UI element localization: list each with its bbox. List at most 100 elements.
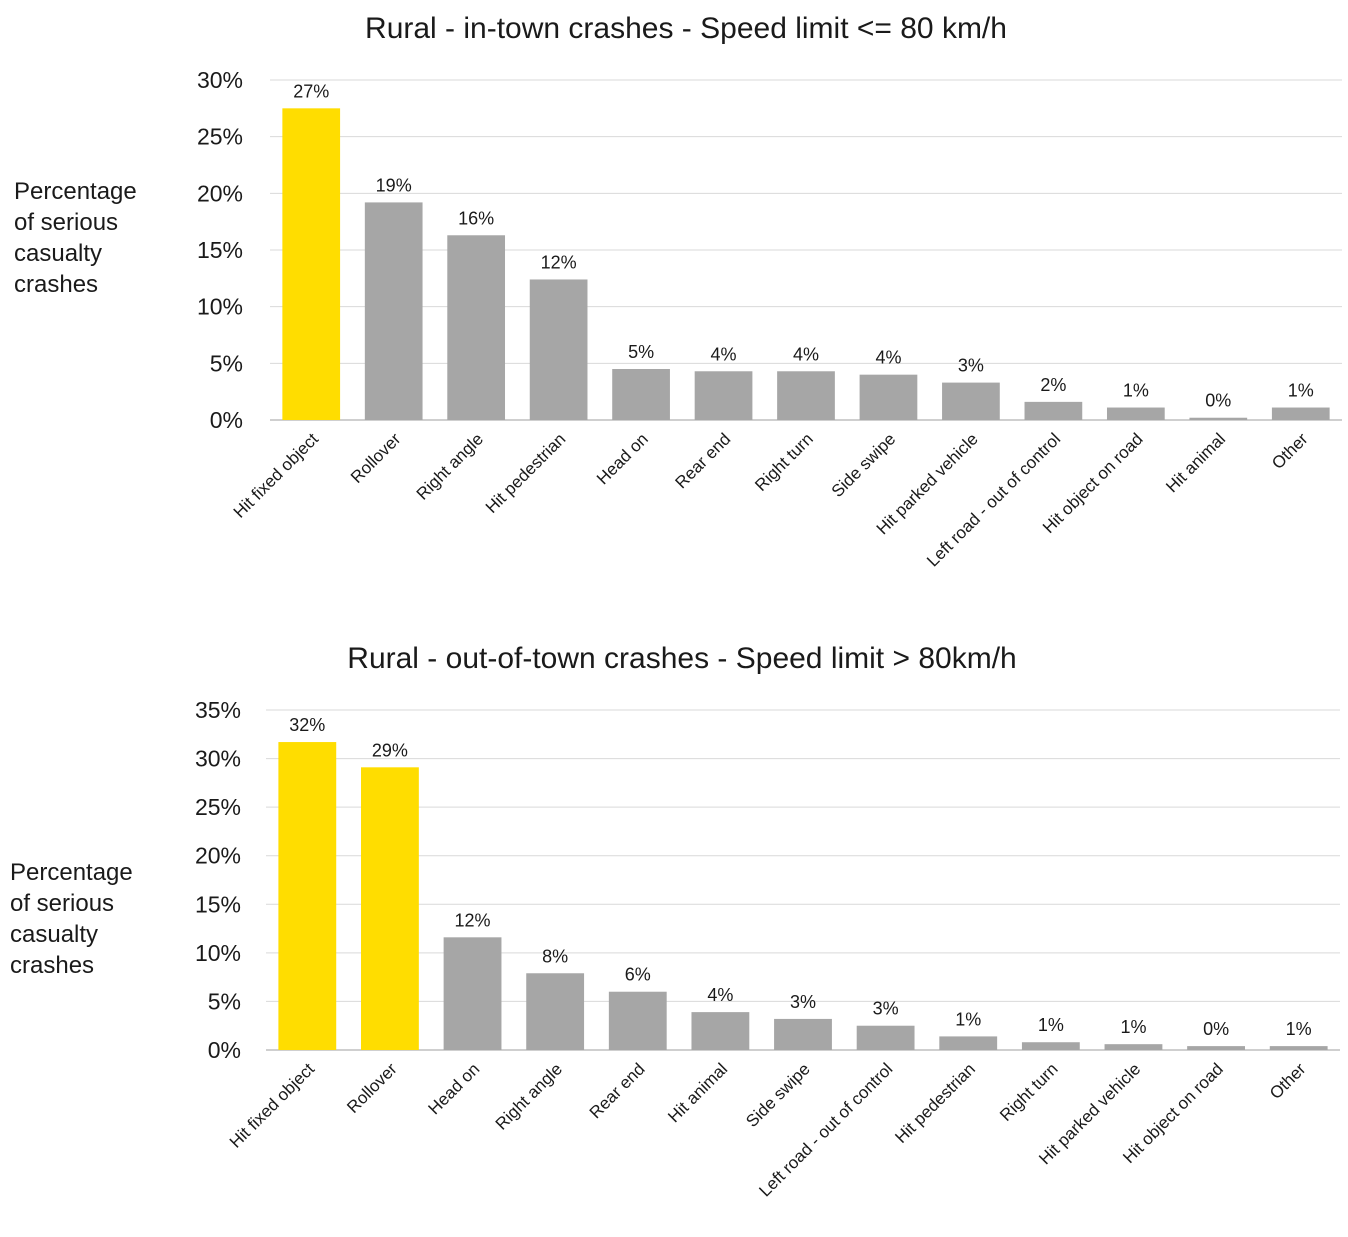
y-axis-label: Percentage of serious casualty crashes [10,859,133,979]
bar [282,108,341,420]
bar [1189,417,1248,420]
y-tick-label: 25% [195,794,241,820]
y-axis-label-line: casualty [14,240,102,267]
bar [856,1025,915,1050]
y-tick-label: 5% [210,350,243,376]
data-label: 3% [958,356,984,376]
data-label: 4% [711,344,737,364]
chart-2: Rural - out-of-town crashes - Speed limi… [10,642,1340,1200]
y-tick-label: 25% [197,124,243,150]
data-label: 29% [372,740,408,760]
bar [1187,1046,1245,1050]
data-label: 1% [1123,381,1149,401]
data-label: 2% [1040,375,1066,395]
x-tick-label: Right angle [413,429,487,503]
x-tick-label: Rear end [586,1059,649,1122]
data-label: 4% [707,985,733,1005]
data-label: 4% [875,348,901,368]
bar [1021,1042,1080,1050]
data-label: 8% [542,946,568,966]
data-label: 12% [541,252,577,272]
data-label: 1% [1286,1019,1312,1039]
data-label: 5% [628,342,654,362]
bar [529,279,588,420]
chart-title: Rural - in-town crashes - Speed limit <=… [365,12,1007,45]
y-tick-label: 0% [208,1037,241,1063]
data-label: 1% [1288,381,1314,401]
data-label: 27% [293,81,329,101]
x-tick-label: Side swipe [828,429,900,501]
bar [278,742,337,1050]
chart-title: Rural - out-of-town crashes - Speed limi… [347,642,1016,675]
x-tick-label: Right turn [996,1059,1062,1125]
y-tick-label: 20% [195,843,241,869]
x-tick-label: Head on [593,429,652,488]
bar [361,767,419,1050]
x-tick-label: Rear end [671,429,734,492]
y-tick-label: 15% [197,237,243,263]
x-tick-label: Rollover [343,1059,401,1117]
x-tick-label: Side swipe [742,1059,814,1131]
x-tick-label: Other [1266,1059,1310,1103]
data-label: 12% [455,910,491,930]
data-label: 1% [1038,1015,1064,1035]
y-tick-label: 15% [195,891,241,917]
y-axis-label-line: Percentage [10,859,133,886]
y-axis-label: Percentage of serious casualty crashes [14,178,137,298]
bar [608,991,667,1050]
x-tick-label: Hit pedestrian [482,429,570,517]
data-label: 16% [458,208,494,228]
data-label: 4% [793,344,819,364]
data-label: 0% [1205,391,1231,411]
chart-1: Rural - in-town crashes - Speed limit <=… [14,12,1342,570]
bar [443,937,502,1050]
x-tick-label: Other [1268,429,1312,473]
data-label: 3% [790,992,816,1012]
y-tick-label: 30% [197,67,243,93]
bar [691,1012,750,1050]
data-label: 0% [1203,1019,1229,1039]
data-label: 1% [955,1009,981,1029]
bar [774,1018,832,1050]
y-tick-label: 35% [195,697,241,723]
bar [942,382,1000,420]
x-tick-label: Hit fixed object [226,1059,318,1151]
y-axis-label-line: crashes [10,952,94,979]
data-label: 19% [376,175,412,195]
bar [1106,407,1165,420]
x-tick-label: Right angle [492,1059,566,1133]
bar [694,371,753,420]
bar [364,202,423,420]
y-tick-label: 20% [197,180,243,206]
bar [526,973,585,1050]
y-axis-label-line: casualty [10,921,98,948]
bar [939,1036,998,1050]
x-tick-label: Left road - out of control [923,429,1064,570]
y-tick-label: 5% [208,988,241,1014]
x-tick-label: Right turn [751,429,817,495]
y-tick-label: 30% [195,746,241,772]
data-label: 1% [1120,1017,1146,1037]
data-label: 6% [625,965,651,985]
bar [777,371,835,420]
bar [1104,1044,1163,1050]
y-tick-label: 0% [210,407,243,433]
x-tick-label: Head on [424,1059,483,1118]
bar [1269,1046,1328,1050]
bar [1271,407,1330,420]
x-tick-label: Hit pedestrian [891,1059,979,1147]
x-tick-label: Left road - out of control [755,1059,896,1200]
bar [859,374,918,420]
y-axis-label-line: of serious [14,209,118,236]
x-tick-label: Hit fixed object [230,429,322,521]
data-label: 3% [873,999,899,1019]
bar [1024,401,1083,420]
bar [612,369,670,420]
y-tick-label: 10% [197,294,243,320]
x-tick-label: Rollover [347,429,405,487]
x-tick-label: Hit animal [664,1059,731,1126]
y-axis-label-line: Percentage [14,178,137,205]
y-axis-label-line: crashes [14,271,98,298]
y-axis-label-line: of serious [10,890,114,917]
